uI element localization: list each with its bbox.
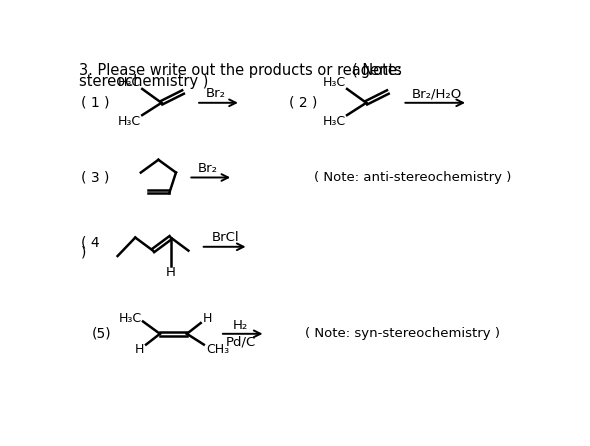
- Text: H: H: [135, 343, 145, 356]
- Text: H: H: [202, 312, 212, 325]
- Text: H₂: H₂: [233, 319, 248, 332]
- Text: H₃C: H₃C: [117, 76, 140, 89]
- Text: ( 1 ): ( 1 ): [81, 96, 110, 110]
- Text: ( Note: syn-stereochemistry ): ( Note: syn-stereochemistry ): [304, 327, 500, 340]
- Text: ( 4: ( 4: [81, 235, 100, 249]
- Text: CH₃: CH₃: [206, 343, 230, 356]
- Text: 3. Please write out the products or reagents: 3. Please write out the products or reag…: [79, 63, 402, 78]
- Text: ( Note:: ( Note:: [352, 63, 402, 78]
- Text: ): ): [81, 246, 87, 260]
- Text: ( 3 ): ( 3 ): [81, 170, 110, 185]
- Text: Br₂: Br₂: [205, 87, 225, 100]
- Text: Br₂: Br₂: [198, 162, 218, 175]
- Text: H₃C: H₃C: [117, 115, 140, 128]
- Text: Br₂/H₂O: Br₂/H₂O: [412, 87, 462, 100]
- Text: ( Note: anti-stereochemistry ): ( Note: anti-stereochemistry ): [314, 171, 512, 184]
- Text: H₃C: H₃C: [322, 115, 346, 128]
- Text: H: H: [166, 266, 176, 280]
- Text: H₃C: H₃C: [322, 76, 346, 89]
- Text: Pd/C: Pd/C: [225, 336, 256, 349]
- Text: stereochemistry ): stereochemistry ): [79, 74, 208, 89]
- Text: BrCl: BrCl: [212, 231, 239, 244]
- Text: (5): (5): [92, 327, 112, 341]
- Text: H₃C: H₃C: [119, 312, 142, 325]
- Text: ( 2 ): ( 2 ): [289, 96, 317, 110]
